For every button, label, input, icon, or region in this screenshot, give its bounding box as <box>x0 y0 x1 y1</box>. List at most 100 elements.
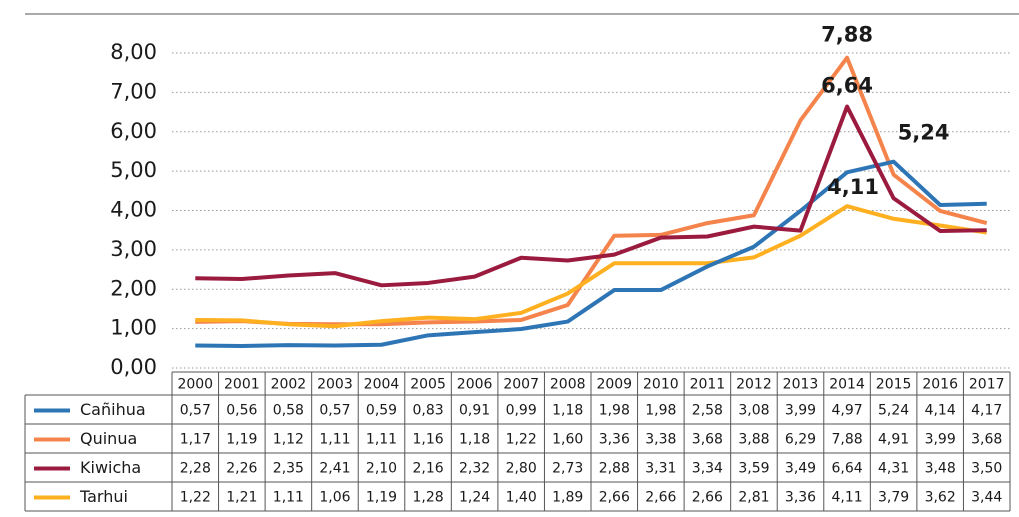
data-label: 2,66 <box>692 490 723 506</box>
data-label: 1,11 <box>366 432 397 448</box>
data-label: 3,79 <box>878 490 909 506</box>
data-label: 4,11 <box>831 490 862 506</box>
data-label: 2,66 <box>599 490 630 506</box>
data-label: 3,44 <box>971 490 1002 506</box>
data-label: 3,36 <box>599 432 630 448</box>
y-tick-label: 5,00 <box>110 158 157 182</box>
data-label: 3,49 <box>785 461 816 477</box>
x-tick-label: 2010 <box>643 377 679 393</box>
data-label: 1,98 <box>645 403 676 419</box>
data-label: 1,21 <box>226 490 257 506</box>
legend-label: Kiwicha <box>80 458 141 477</box>
x-tick-label: 2012 <box>736 377 772 393</box>
y-tick-label: 4,00 <box>110 198 157 222</box>
data-label: 4,17 <box>971 403 1002 419</box>
x-tick-label: 2009 <box>596 377 632 393</box>
x-tick-label: 2017 <box>969 377 1005 393</box>
data-label: 3,99 <box>925 432 956 448</box>
y-tick-label: 6,00 <box>110 119 157 143</box>
data-label: 3,48 <box>925 461 956 477</box>
data-label: 0,56 <box>226 403 257 419</box>
data-label: 4,97 <box>831 403 862 419</box>
x-tick-label: 2007 <box>503 377 539 393</box>
data-label: 3,50 <box>971 461 1002 477</box>
x-tick-label: 2014 <box>829 377 865 393</box>
x-tick-label: 2001 <box>224 377 260 393</box>
data-label: 0,59 <box>366 403 397 419</box>
data-label: 3,34 <box>692 461 723 477</box>
data-label: 1,11 <box>273 490 304 506</box>
annotation: 6,64 <box>821 74 873 98</box>
data-label: 0,91 <box>459 403 490 419</box>
data-label: 2,41 <box>319 461 350 477</box>
x-tick-label: 2011 <box>690 377 726 393</box>
data-label: 5,24 <box>878 403 909 419</box>
data-label: 3,08 <box>738 403 769 419</box>
data-label: 6,64 <box>831 461 862 477</box>
data-label: 2,88 <box>599 461 630 477</box>
legend-label: Quinua <box>80 429 137 448</box>
data-label: 1,19 <box>226 432 257 448</box>
data-label: 3,59 <box>738 461 769 477</box>
data-label: 1,89 <box>552 490 583 506</box>
data-label: 2,28 <box>180 461 211 477</box>
data-label: 2,66 <box>645 490 676 506</box>
x-tick-label: 2013 <box>783 377 819 393</box>
series-line <box>195 204 988 329</box>
data-label: 1,17 <box>180 432 211 448</box>
data-label: 0,58 <box>273 403 304 419</box>
data-label: 3,31 <box>645 461 676 477</box>
data-label: 3,68 <box>692 432 723 448</box>
data-label: 1,98 <box>599 403 630 419</box>
data-label: 1,28 <box>412 490 443 506</box>
data-label: 2,58 <box>692 403 723 419</box>
x-tick-label: 2006 <box>457 377 493 393</box>
data-label: 1,11 <box>319 432 350 448</box>
annotation: 4,11 <box>827 175 879 199</box>
data-label: 1,06 <box>319 490 350 506</box>
x-tick-label: 2002 <box>271 377 307 393</box>
data-label: 6,29 <box>785 432 816 448</box>
data-label: 3,99 <box>785 403 816 419</box>
data-label: 2,32 <box>459 461 490 477</box>
y-tick-label: 1,00 <box>110 316 157 340</box>
x-tick-label: 2004 <box>364 377 400 393</box>
legend-label: Cañihua <box>80 400 146 419</box>
data-label: 2,81 <box>738 490 769 506</box>
annotation: 7,88 <box>821 23 873 47</box>
data-label: 1,60 <box>552 432 583 448</box>
x-tick-label: 2016 <box>922 377 958 393</box>
data-label: 3,38 <box>645 432 676 448</box>
data-label: 1,16 <box>412 432 443 448</box>
data-label: 2,80 <box>506 461 537 477</box>
y-tick-label: 0,00 <box>110 355 157 379</box>
data-label: 1,12 <box>273 432 304 448</box>
series-line <box>195 104 987 288</box>
data-label: 3,88 <box>738 432 769 448</box>
annotation: 5,24 <box>898 121 950 145</box>
data-label: 0,99 <box>506 403 537 419</box>
data-label: 1,18 <box>459 432 490 448</box>
x-tick-label: 2003 <box>317 377 353 393</box>
data-label: 2,35 <box>273 461 304 477</box>
data-label: 1,24 <box>459 490 490 506</box>
data-label: 0,57 <box>319 403 350 419</box>
y-tick-label: 2,00 <box>110 276 157 300</box>
data-label: 4,31 <box>878 461 909 477</box>
data-label: 3,62 <box>925 490 956 506</box>
data-label: 3,68 <box>971 432 1002 448</box>
x-tick-label: 2000 <box>177 377 213 393</box>
data-label: 2,10 <box>366 461 397 477</box>
data-label: 1,22 <box>180 490 211 506</box>
data-label: 4,14 <box>925 403 956 419</box>
y-tick-label: 7,00 <box>110 79 157 103</box>
data-label: 1,22 <box>506 432 537 448</box>
data-label: 3,36 <box>785 490 816 506</box>
x-tick-label: 2005 <box>410 377 446 393</box>
y-tick-label: 8,00 <box>110 40 157 64</box>
x-tick-label: 2015 <box>876 377 912 393</box>
y-tick-label: 3,00 <box>110 237 157 261</box>
data-label: 2,73 <box>552 461 583 477</box>
data-label: 1,19 <box>366 490 397 506</box>
